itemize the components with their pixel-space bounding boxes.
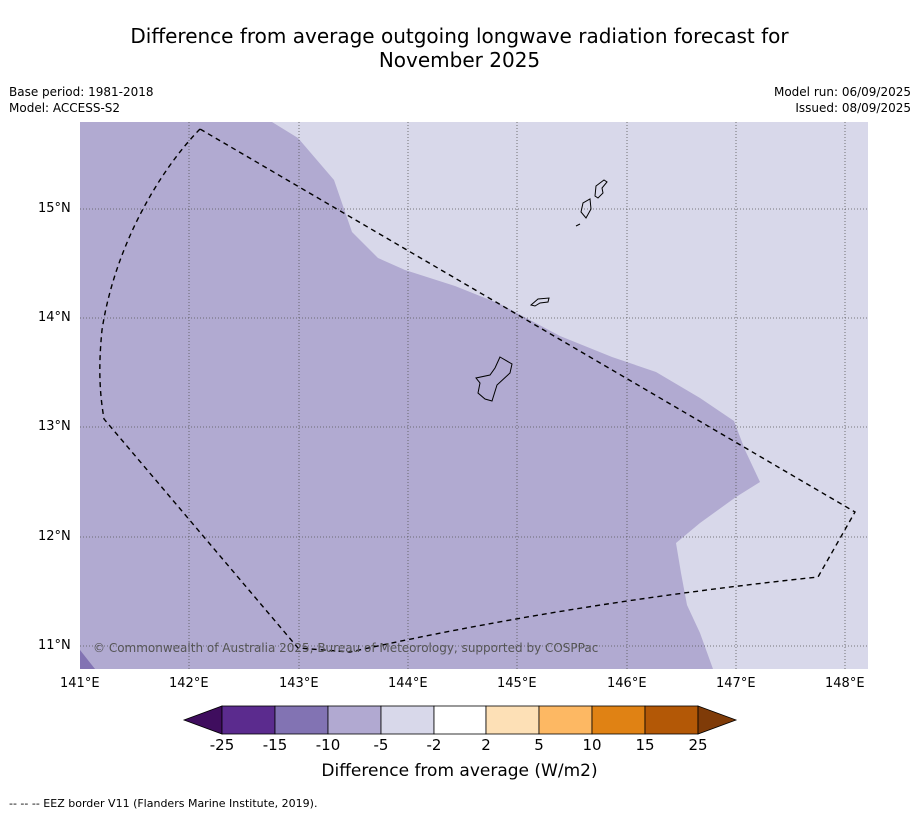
map-gridlines bbox=[80, 122, 868, 669]
colorbar-max-extension bbox=[697, 705, 738, 735]
colorbar-tick-label: -10 bbox=[315, 736, 341, 754]
lon-tick-label: 143°E bbox=[279, 676, 319, 691]
colorbar-segment bbox=[327, 705, 382, 735]
lat-tick-label: 13°N bbox=[38, 419, 71, 434]
colorbar-segment bbox=[274, 705, 329, 735]
colorbar-min-extension bbox=[182, 705, 223, 735]
lon-tick-label: 145°E bbox=[497, 676, 537, 691]
map-band-medium bbox=[80, 122, 760, 669]
model-text: Model: ACCESS-S2 bbox=[9, 101, 121, 115]
lon-tick-label: 146°E bbox=[607, 676, 647, 691]
colorbar-tick-label: 15 bbox=[635, 736, 655, 754]
chart-title-line2: November 2025 bbox=[378, 48, 541, 72]
eez-footnote: -- -- -- EEZ border V11 (Flanders Marine… bbox=[9, 797, 318, 810]
colorbar-tick-label: -15 bbox=[262, 736, 288, 754]
colorbar-tick-label: 10 bbox=[582, 736, 602, 754]
guam-island bbox=[475, 356, 513, 402]
lon-tick-label: 144°E bbox=[388, 676, 428, 691]
base-period-text: Base period: 1981-2018 bbox=[9, 85, 154, 99]
colorbar-segment bbox=[380, 705, 435, 735]
saipan-island bbox=[594, 179, 608, 199]
lat-tick-label: 14°N bbox=[38, 310, 71, 325]
rota-island bbox=[529, 297, 550, 307]
lon-tick-label: 142°E bbox=[169, 676, 209, 691]
lat-tick-label: 12°N bbox=[38, 529, 71, 544]
colorbar-segment bbox=[221, 705, 276, 735]
colorbar-tick-label: -25 bbox=[209, 736, 235, 754]
model-run-text: Model run: 06/09/2025 bbox=[773, 85, 911, 99]
chart-title-line1: Difference from average outgoing longwav… bbox=[130, 24, 789, 48]
lat-tick-label: 15°N bbox=[38, 201, 71, 216]
colorbar-title: Difference from average (W/m2) bbox=[321, 761, 598, 781]
lat-tick-label: 11°N bbox=[38, 638, 71, 653]
lon-tick-label: 148°E bbox=[825, 676, 865, 691]
colorbar bbox=[182, 705, 738, 735]
colorbar-segment bbox=[433, 705, 487, 735]
colorbar-tick-label: -2 bbox=[426, 736, 442, 754]
colorbar-segment bbox=[644, 705, 699, 735]
islands bbox=[475, 179, 608, 402]
colorbar-segment bbox=[485, 705, 540, 735]
eez-border bbox=[99, 128, 856, 653]
copyright-text: © Commonwealth of Australia 2025, Bureau… bbox=[93, 641, 599, 655]
colorbar-tick-label: 2 bbox=[481, 736, 491, 754]
lon-tick-label: 141°E bbox=[60, 676, 100, 691]
lon-tick-label: 147°E bbox=[716, 676, 756, 691]
colorbar-tick-label: 5 bbox=[534, 736, 544, 754]
colorbar-tick-label: -5 bbox=[373, 736, 389, 754]
aguijan-island bbox=[575, 223, 581, 227]
map-band-dark bbox=[80, 650, 95, 669]
issued-text: Issued: 08/09/2025 bbox=[795, 101, 911, 115]
colorbar-tick-label: 25 bbox=[688, 736, 708, 754]
colorbar-segment bbox=[591, 705, 646, 735]
tinian-island bbox=[580, 198, 592, 219]
colorbar-segment bbox=[538, 705, 593, 735]
